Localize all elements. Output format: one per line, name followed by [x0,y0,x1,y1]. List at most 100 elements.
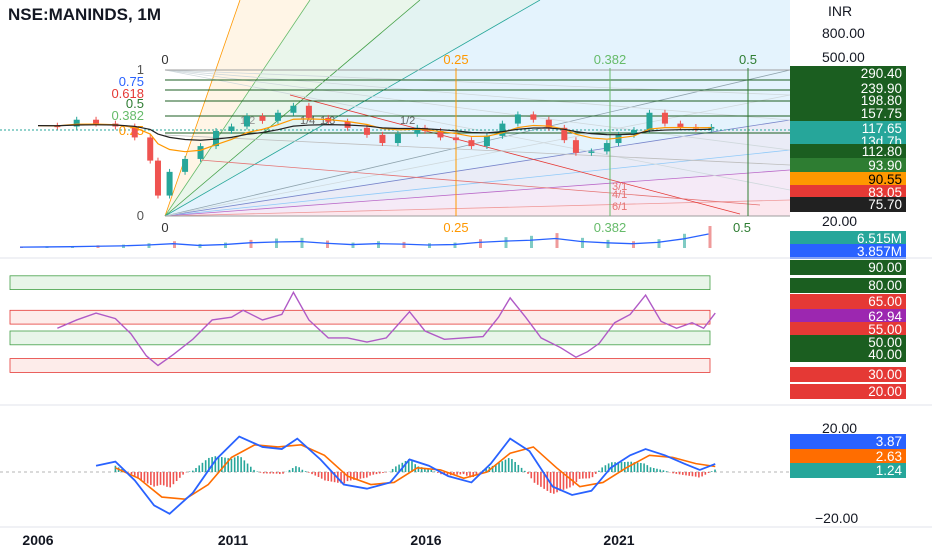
macd-histogram-bar [633,462,636,472]
volume-ma [19,233,709,248]
macd-histogram-bar [575,472,578,483]
macd-histogram-bar [469,472,471,478]
macd-histogram-bar [562,472,565,490]
fib-time-0-382-bottom: 0.382 [594,220,627,235]
candle [147,137,154,161]
volume-bar [300,237,304,248]
macd-histogram-bar [607,463,610,472]
price-tag-label: 65.00 [868,294,902,309]
macd-histogram-bar [153,472,155,487]
candle [630,130,637,135]
macd-histogram-bar [662,470,665,472]
macd-axis-ticks: 20.00 −20.00 [815,420,858,526]
macd-line [95,435,716,515]
macd-histogram-bar [459,472,462,475]
macd-histogram-bar [591,472,594,478]
rsi-line [57,290,716,367]
macd-histogram-bar [291,468,294,472]
candle [452,137,459,141]
candle [228,126,235,131]
macd-histogram-bar [517,464,520,472]
price-tag-box [790,309,906,324]
volume-bar [402,241,406,248]
macd-histogram-bar [166,472,168,487]
candle [305,105,312,118]
macd-histogram-bar [340,472,342,484]
macd-histogram-bar [504,459,507,472]
macd-histogram-bar [456,472,458,475]
price-tag-box [790,322,906,337]
candle [379,134,386,144]
candle [588,151,595,153]
macd-histogram-bar [130,472,133,475]
macd-histogram-bar [349,472,352,481]
macd-histogram-bar [453,472,455,475]
currency-label: INR [828,3,852,19]
macd-histogram-bar [298,467,300,472]
macd-histogram-bar [630,461,632,472]
price-tag-box [790,197,906,212]
candle [154,160,161,196]
macd-histogram-bar [636,462,639,472]
macd-histogram-bar [320,472,323,479]
candle [290,105,297,113]
macd-histogram-bar [678,472,681,475]
macd-histogram-bar [424,467,426,472]
macd-histogram-bar [710,471,713,472]
x-label-2006: 2006 [22,532,53,548]
price-tag-box [790,81,906,96]
fan-label-b: 1/4 [300,115,315,127]
macd-histogram-bar [198,465,201,472]
macd-histogram-bar [162,472,165,486]
candle [93,119,100,124]
macd-histogram-bar [311,472,313,475]
macd-histogram-bar [520,467,523,472]
macd-histogram-bar [314,472,317,476]
fib-label-1: 1 [137,62,144,77]
macd-histogram-bar [308,472,310,473]
macd-histogram-bar [220,457,223,472]
chart-title: NSE:MANINDS, 1M [8,5,161,24]
macd-histogram-bar [704,472,707,475]
price-tag-label: 157.75 [861,106,902,121]
macd-histogram-bar [269,472,271,474]
macd-histogram-bar [659,469,662,472]
price-tag-label: 80.00 [868,278,902,293]
price-tag-box [790,278,906,293]
price-tag-label: 3.857M [857,244,902,259]
candle [530,114,537,120]
macd-histogram-bar [446,472,449,476]
macd-histogram-bar [175,472,178,482]
macd-histogram-bar [343,472,346,484]
macd-histogram-bar [182,472,184,475]
candle [677,123,684,127]
macd-histogram-bar [585,472,587,479]
x-label-2011: 2011 [218,532,249,548]
volume-bar [275,238,278,248]
x-label-2021: 2021 [603,532,634,548]
price-tag-box [790,347,906,362]
volume-bar [249,239,253,248]
volume-bar [581,237,584,248]
macd-histogram-bar [191,470,194,472]
price-tag-box [790,244,906,259]
macd-histogram-bar [324,472,326,481]
volume-bar [428,243,431,248]
candle [437,130,444,138]
macd-histogram-bar [417,466,420,472]
candle [499,123,506,136]
macd-histogram-bar [643,463,645,472]
candle [646,112,653,131]
macd-histogram-bar [356,472,358,480]
macd-histogram-bar [556,472,558,493]
price-tag-box [790,335,906,350]
price-tag-label: 117.65 [862,121,902,136]
macd-histogram-bar [553,472,555,494]
macd-histogram-bar [527,472,529,474]
macd-histogram-bar [472,472,475,478]
macd-histogram-bar [620,462,623,472]
macd-pane [0,435,790,515]
fib-time-0-5: 0.5 [739,52,757,67]
macd-histogram-bar [188,471,191,472]
macd-histogram-bar [688,472,691,476]
